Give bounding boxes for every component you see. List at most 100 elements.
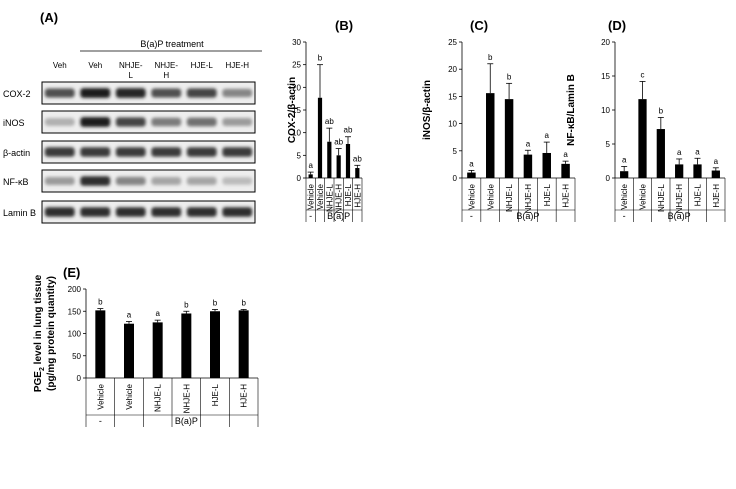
panel-label: (D) [608,18,626,33]
panel-label: (E) [63,265,80,280]
y-tick-label: 0 [77,374,82,383]
lane-label: HJE-L [191,61,214,70]
blot-band [115,207,146,217]
bar [327,141,332,178]
blot-row-label: Lamin B [3,208,36,218]
significance-label: a [622,155,627,164]
y-tick-label: 5 [453,147,458,156]
blot-band [80,88,111,98]
blot-band [115,88,146,98]
significance-label: a [545,131,550,140]
category-label: Vehicle [316,183,325,209]
panel-label: (B) [335,18,353,33]
group-label: B(a)P [668,211,691,221]
lane-label: H [163,71,169,80]
category-label: Vehicle [486,183,495,209]
category-label: HJE-H [712,184,721,208]
bar [523,154,533,178]
bar [693,164,702,178]
bar [355,168,360,178]
blot-row-label: NF-κB [3,177,29,187]
category-label: NHJE-L [325,183,334,212]
category-label: HJE-H [353,184,362,208]
significance-label: b [507,72,512,81]
significance-label: b [98,298,103,307]
blot-band [151,147,182,157]
y-tick-label: 0 [606,174,611,183]
significance-label: a [127,310,132,319]
y-axis-label-line2: (pg/mg protein quantity) [46,276,57,391]
y-tick-label: 150 [68,307,82,316]
lane-label: L [129,71,134,80]
significance-label: a [526,139,531,148]
y-tick-label: 15 [448,92,457,101]
group-label: - [470,211,473,221]
bar [181,313,192,378]
category-label: NHJE-L [505,183,514,212]
bar [542,152,551,178]
blot-strip [41,110,256,134]
category-label: Vehicle [125,383,134,409]
chart-inos: (C) 0 5 10 15 20 25 iNOS/β-actin a Vehicle b Vehicl… [422,18,576,222]
significance-label: b [213,298,218,307]
blot-band [115,147,146,157]
category-label: NHJE-H [182,384,191,414]
treatment-label: B(a)P treatment [140,39,204,49]
blot-band [186,117,217,127]
category-label: HJE-H [240,384,249,408]
bar [504,99,514,178]
blot-band [151,88,182,98]
significance-label: b [318,54,323,63]
significance-label: b [241,298,246,307]
y-tick-label: 10 [601,106,610,115]
blot-strip [41,140,256,164]
category-label: HJE-L [694,183,703,206]
category-label: HJE-L [211,383,220,406]
bar [561,163,570,178]
category-label: NHJE-H [524,184,533,214]
y-tick-label: 0 [453,174,458,183]
bar [124,323,134,378]
bar [336,155,341,178]
bar [152,322,163,378]
y-tick-label: 10 [292,129,301,138]
y-axis-label: NF-κB/Lamin B [566,74,577,146]
blot-band [44,176,75,186]
blot-band [222,117,253,127]
group-label: B(a)P [327,211,350,221]
category-label: Vehicle [639,183,648,209]
significance-label: a [695,147,700,156]
group-label: - [623,211,626,221]
blot-band [222,177,253,185]
significance-label: a [155,309,160,318]
category-label: Vehicle [307,183,316,209]
blot-band [186,177,217,185]
bar [638,99,647,178]
lane-label: Veh [88,61,102,70]
blot-band [222,88,253,98]
y-tick-label: 5 [297,151,302,160]
y-tick-label: 15 [292,106,301,115]
group-label: - [99,416,102,426]
significance-label: b [184,300,189,309]
blot-band [186,88,217,98]
blot-row-label: COX-2 [3,89,31,99]
blot-band [186,147,217,157]
significance-label: a [469,159,474,168]
y-tick-label: 5 [606,140,611,149]
bar [210,311,220,378]
y-tick-label: 20 [292,83,301,92]
category-label: NHJE-L [657,183,666,212]
significance-label: a [563,150,568,159]
significance-label: b [488,53,493,62]
lane-label: Veh [53,61,67,70]
blot-band [80,207,111,217]
category-label: NHJE-H [675,184,684,214]
blot-band [151,177,182,185]
y-tick-label: 50 [72,352,81,361]
group-label: B(a)P [175,416,198,426]
blot-row-label: β-actin [3,148,30,158]
bar [317,97,323,178]
